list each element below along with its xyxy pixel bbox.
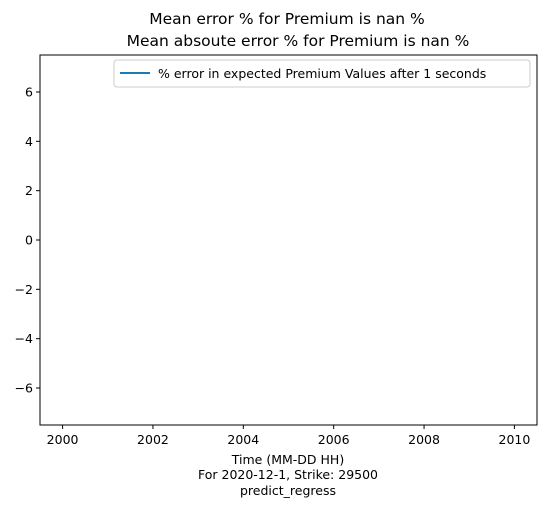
x-tick-label: 2002 (137, 432, 169, 447)
x-axis-label-line-2: For 2020-12-1, Strike: 29500 (198, 467, 378, 482)
y-tick-label: 2 (25, 183, 33, 198)
legend-box (113, 59, 531, 88)
x-tick-label: 2006 (318, 432, 350, 447)
legend: % error in expected Premium Values after… (113, 59, 531, 88)
y-tick-label: −2 (15, 282, 33, 297)
x-tick-label: 2010 (499, 432, 531, 447)
y-tick-label: 0 (25, 233, 33, 248)
plot-area (39, 54, 538, 426)
x-axis-label-line-1: Time (MM-DD HH) (231, 452, 344, 467)
y-tick-label: 6 (25, 85, 33, 100)
x-axis-label-line-3: predict_regress (240, 483, 336, 498)
x-tick-label: 2000 (47, 432, 79, 447)
chart-title-line-2: Mean absoute error % for Premium is nan … (127, 32, 470, 50)
x-tick-label: 2008 (408, 432, 440, 447)
x-tick-label: 2004 (227, 432, 259, 447)
y-tick-label: −6 (15, 381, 33, 396)
chart-title-line-1: Mean error % for Premium is nan % (149, 10, 425, 28)
legend-label: % error in expected Premium Values after… (158, 66, 486, 81)
y-tick-label: −4 (15, 331, 33, 346)
y-tick-label: 4 (25, 134, 33, 149)
x-axis-ticks: 2000 2002 2004 2006 2008 2010 (47, 425, 531, 447)
y-axis-ticks: 6 4 2 0 −2 −4 −6 (15, 85, 40, 396)
